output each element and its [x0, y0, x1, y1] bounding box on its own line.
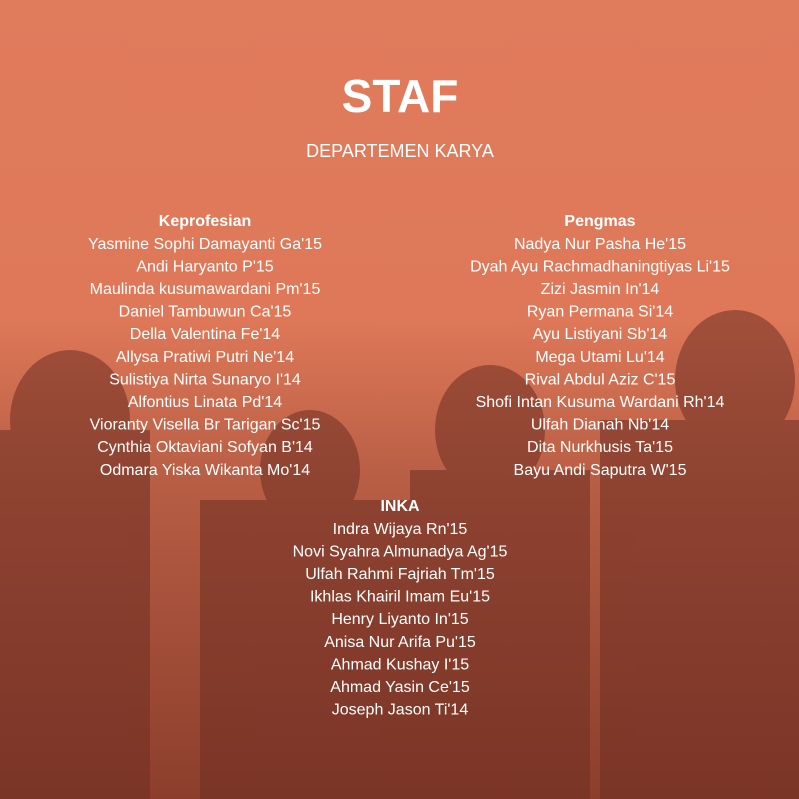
- section-heading: Keprofesian: [159, 213, 251, 230]
- member-name: Odmara Yiska Wikanta Mo'14: [100, 462, 310, 479]
- section-heading: INKA: [380, 498, 420, 515]
- member-name: Vioranty Visella Br Tarigan Sc'15: [90, 417, 321, 434]
- member-name: Bayu Andi Saputra W'15: [514, 462, 687, 479]
- member-name: Mega Utami Lu'14: [535, 349, 664, 366]
- member-name: Joseph Jason Ti'14: [332, 702, 469, 719]
- member-name: Yasmine Sophi Damayanti Ga'15: [88, 236, 322, 253]
- member-name: Dita Nurkhusis Ta'15: [527, 439, 673, 456]
- member-name: Daniel Tambuwun Ca'15: [119, 304, 292, 321]
- member-name: Ikhlas Khairil Imam Eu'15: [310, 589, 490, 606]
- member-name: Cynthia Oktaviani Sofyan B'14: [97, 439, 313, 456]
- member-name: Maulinda kusumawardani Pm'15: [90, 281, 321, 298]
- member-name: Allysa Pratiwi Putri Ne'14: [116, 349, 294, 366]
- member-name: Anisa Nur Arifa Pu'15: [324, 634, 476, 651]
- member-name: Henry Liyanto In'15: [331, 611, 468, 628]
- member-name: Alfontius Linata Pd'14: [128, 394, 282, 411]
- title: STAF: [342, 70, 459, 122]
- member-name: Ulfah Dianah Nb'14: [531, 417, 669, 434]
- subtitle: DEPARTEMEN KARYA: [306, 141, 494, 161]
- member-name: Sulistiya Nirta Sunaryo I'14: [109, 371, 301, 388]
- member-name: Andi Haryanto P'15: [136, 258, 273, 275]
- member-name: Indra Wijaya Rn'15: [333, 521, 468, 538]
- member-name: Shofi Intan Kusuma Wardani Rh'14: [476, 394, 725, 411]
- member-name: Ryan Permana Si'14: [527, 304, 673, 321]
- member-name: Zizi Jasmin In'14: [541, 281, 660, 298]
- photo-silhouettes: [0, 310, 799, 799]
- member-name: Della Valentina Fe'14: [130, 326, 281, 343]
- member-name: Dyah Ayu Rachmadhaningtiyas Li'15: [470, 258, 730, 275]
- member-name: Ulfah Rahmi Fajriah Tm'15: [305, 566, 495, 583]
- member-name: Rival Abdul Aziz C'15: [525, 371, 676, 388]
- member-name: Ahmad Kushay I'15: [331, 656, 469, 673]
- member-name: Nadya Nur Pasha He'15: [514, 236, 686, 253]
- member-name: Ahmad Yasin Ce'15: [330, 679, 470, 696]
- member-name: Ayu Listiyani Sb'14: [533, 326, 668, 343]
- member-name: Novi Syahra Almunadya Ag'15: [293, 543, 508, 560]
- section-heading: Pengmas: [564, 213, 635, 230]
